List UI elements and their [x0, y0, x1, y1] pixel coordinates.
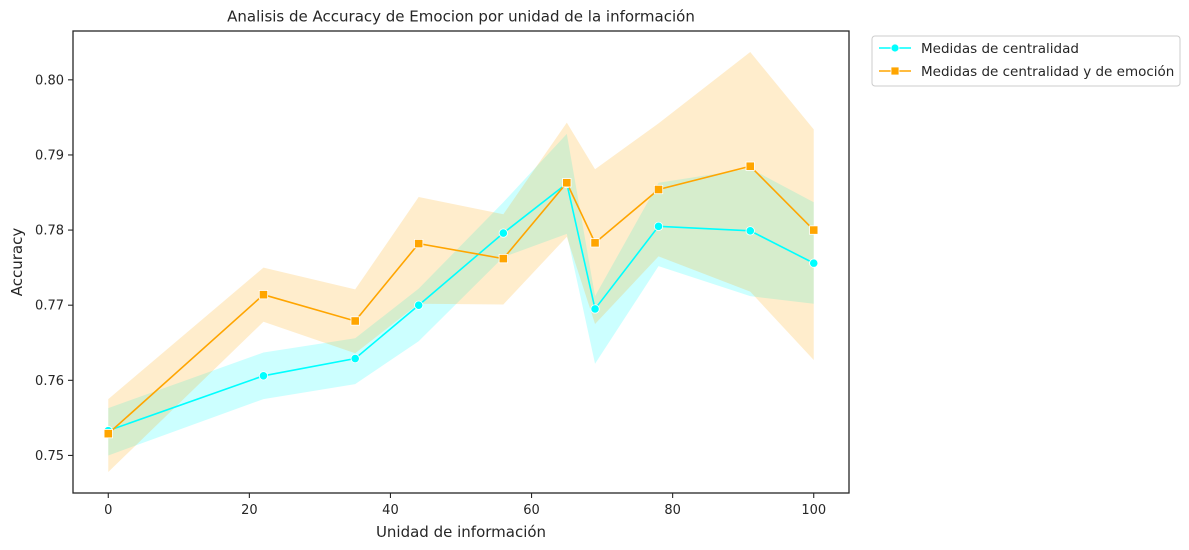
series-line-centralidad: [108, 182, 815, 432]
y-tick-label: 0.80: [35, 73, 64, 88]
data-point-centralidad: [414, 300, 424, 310]
data-point-centralidad: [590, 304, 600, 314]
data-point-centralidad-emocion: [498, 254, 508, 264]
data-point-centralidad: [350, 353, 360, 364]
y-tick-label: 0.76: [35, 374, 64, 389]
data-point-centralidad-emocion: [103, 429, 113, 439]
y-axis-ticks: 0.75 0.76 0.77 0.78 0.79 0.80: [35, 73, 73, 464]
y-tick-label: 0.79: [35, 148, 64, 163]
x-tick-label: 60: [523, 503, 540, 518]
series-markers: [103, 161, 819, 439]
data-point-centralidad-emocion: [258, 290, 269, 300]
legend-marker-circle: [890, 43, 900, 53]
y-tick-label: 0.77: [35, 299, 64, 314]
data-point-centralidad: [258, 371, 269, 381]
y-axis-label: Accuracy: [8, 228, 26, 297]
chart-title: Analisis de Accuracy de Emocion por unid…: [227, 8, 695, 26]
x-tick-label: 20: [241, 503, 258, 518]
y-tick-label: 0.75: [35, 449, 64, 464]
series-line-centralidad-emocion: [107, 165, 815, 435]
ci-band-centralidad-emocion: [108, 52, 814, 472]
legend-label-centralidad-emocion: Medidas de centralidad y de emoción: [921, 64, 1174, 80]
x-axis-label: Unidad de información: [376, 523, 546, 541]
data-point-centralidad-emocion: [414, 238, 424, 249]
x-tick-label: 100: [801, 503, 826, 518]
plot-frame: [72, 30, 850, 494]
data-point-centralidad: [653, 221, 664, 231]
data-point-centralidad-emocion: [350, 316, 360, 326]
legend-frame: [871, 35, 1181, 87]
ci-band-centralidad: [108, 133, 814, 456]
data-point-centralidad: [745, 226, 755, 236]
data-point-centralidad-emocion: [653, 184, 664, 195]
x-tick-label: 0: [104, 503, 112, 518]
series-lines: [107, 165, 815, 435]
data-point-centralidad-emocion: [562, 178, 572, 188]
data-point-centralidad: [809, 258, 819, 268]
x-axis-ticks: 0 20 40 60 80 100: [104, 493, 826, 518]
data-point-centralidad: [498, 228, 508, 238]
data-point-centralidad-emocion: [590, 238, 600, 248]
legend-label-centralidad: Medidas de centralidad: [921, 41, 1079, 57]
data-point-centralidad-emocion: [745, 161, 755, 171]
data-point-centralidad-emocion: [809, 225, 819, 235]
y-tick-label: 0.78: [35, 224, 64, 239]
legend-marker-square: [890, 66, 900, 76]
confidence-bands: [108, 52, 814, 472]
legend: Medidas de centralidad Medidas de centra…: [871, 35, 1181, 87]
x-tick-label: 80: [664, 503, 681, 518]
x-tick-label: 40: [382, 503, 399, 518]
